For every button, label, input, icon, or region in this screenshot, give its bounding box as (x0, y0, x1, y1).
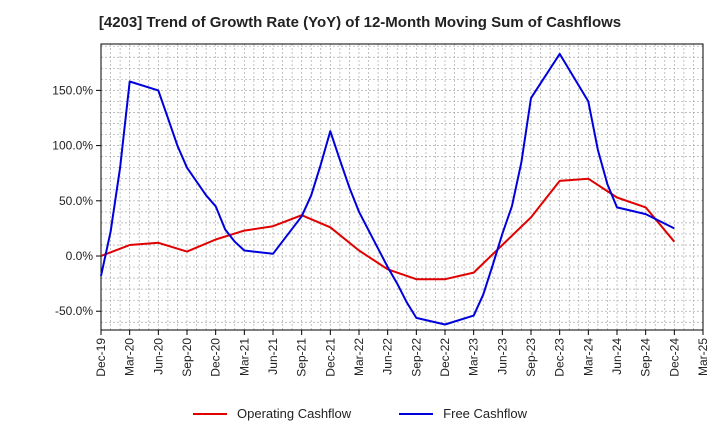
x-tick-label: Mar-24 (581, 338, 595, 376)
series-line-operating-cashflow (100, 177, 676, 281)
x-tick-label: Sep-21 (295, 338, 309, 377)
legend-item-free-cashflow: Free Cashflow (399, 406, 527, 421)
y-tick-label: 0.0% (66, 249, 94, 263)
x-tick-label: Dec-23 (553, 338, 567, 377)
legend-label-operating-cashflow: Operating Cashflow (237, 406, 352, 421)
x-tick-label: Sep-22 (409, 338, 423, 377)
legend-swatch-operating-cashflow (193, 412, 227, 415)
x-tick-label: Dec-19 (94, 338, 108, 377)
x-tick-label: Jun-23 (495, 338, 509, 375)
x-tick-label: Sep-24 (639, 338, 653, 377)
x-tick-label: Mar-23 (467, 338, 481, 376)
x-tick-label: Dec-21 (323, 338, 337, 377)
y-tick-label: 150.0% (52, 83, 93, 97)
x-tick-label: Dec-22 (438, 338, 452, 377)
series-lines (100, 52, 676, 326)
x-tick-label: Mar-21 (237, 338, 251, 376)
x-tick-label: Sep-20 (180, 338, 194, 377)
series-line-free-cashflow (100, 52, 675, 326)
legend: Operating Cashflow Free Cashflow (0, 406, 720, 421)
legend-swatch-free-cashflow (399, 412, 434, 415)
x-tick-label: Jun-22 (381, 338, 395, 375)
x-tick-label: Jun-21 (266, 338, 280, 375)
x-tick-label: Jun-24 (610, 338, 624, 375)
y-tick-label: -50.0% (55, 304, 93, 318)
x-tick-label: Sep-23 (524, 338, 538, 377)
axis-ticks (96, 89, 704, 335)
y-tick-label: 50.0% (59, 194, 93, 208)
x-tick-label: Dec-24 (667, 338, 681, 377)
x-tick-label: Mar-25 (696, 338, 710, 376)
x-tick-label: Jun-20 (151, 338, 165, 375)
y-tick-label: 100.0% (52, 139, 93, 153)
legend-item-operating-cashflow: Operating Cashflow (193, 406, 351, 421)
chart-title: [4203] Trend of Growth Rate (YoY) of 12-… (98, 14, 622, 31)
x-tick-label: Mar-22 (352, 338, 366, 376)
axis-labels: 150.0% 100.0% 50.0% 0.0% -50.0% Dec-19 Mar-20 J… (52, 83, 710, 376)
plot-area-frame (100, 43, 704, 331)
grid-lines (101, 44, 703, 330)
x-tick-label: Mar-20 (123, 338, 137, 376)
x-tick-label: Dec-20 (209, 338, 223, 377)
legend-label-free-cashflow: Free Cashflow (443, 406, 527, 421)
